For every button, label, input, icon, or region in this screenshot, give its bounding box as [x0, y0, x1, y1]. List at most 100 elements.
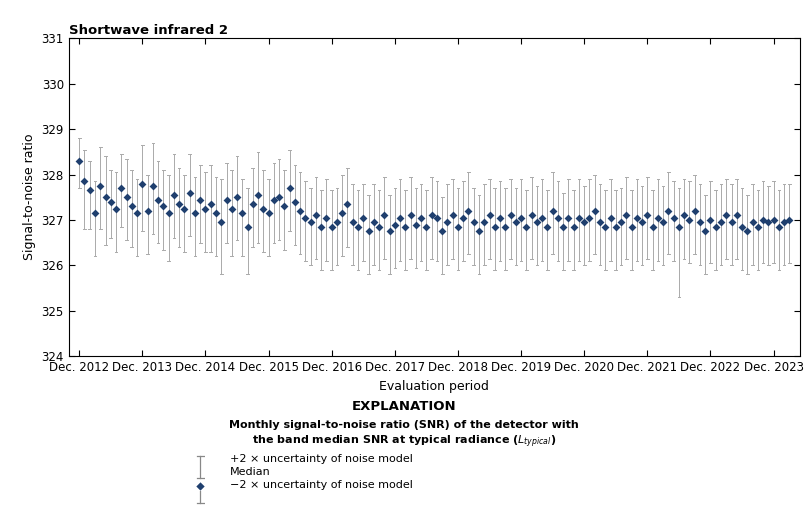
Point	[588, 207, 601, 215]
Point	[215, 218, 228, 227]
Point	[494, 214, 507, 222]
Point	[393, 214, 406, 222]
Point	[267, 195, 280, 204]
Point	[73, 157, 86, 165]
Point	[341, 200, 354, 208]
Point	[509, 218, 522, 227]
Point	[436, 227, 448, 235]
Point	[446, 211, 459, 219]
Point	[225, 205, 238, 213]
Point	[457, 214, 469, 222]
Point	[257, 205, 270, 213]
Point	[751, 223, 764, 231]
Point	[615, 218, 628, 227]
Point	[520, 223, 532, 231]
Text: Monthly signal-to-noise ratio (SNR) of the detector with: Monthly signal-to-noise ratio (SNR) of t…	[229, 420, 579, 430]
Point	[777, 218, 790, 227]
Point	[699, 227, 712, 235]
Point	[678, 211, 691, 219]
Point	[304, 218, 317, 227]
Point	[594, 218, 607, 227]
Point	[209, 209, 222, 217]
Point	[467, 218, 480, 227]
Point	[756, 216, 769, 224]
Point	[199, 205, 212, 213]
Point	[473, 227, 486, 235]
Point	[230, 193, 243, 201]
Point	[415, 214, 427, 222]
Text: Shortwave infrared 2: Shortwave infrared 2	[69, 24, 228, 37]
Point	[89, 209, 102, 217]
Point	[562, 214, 575, 222]
Point	[646, 223, 659, 231]
Point	[110, 205, 123, 213]
Point	[530, 218, 543, 227]
Point	[272, 193, 285, 201]
Point	[115, 184, 128, 192]
Point	[630, 214, 643, 222]
Point	[141, 207, 154, 215]
Point	[688, 207, 701, 215]
Point	[720, 211, 733, 219]
Point	[536, 214, 549, 222]
Point	[604, 214, 617, 222]
Point	[157, 202, 170, 210]
Point	[251, 191, 264, 199]
Point	[620, 211, 633, 219]
Point	[567, 223, 580, 231]
Point	[357, 214, 370, 222]
Point	[246, 200, 259, 208]
Point	[583, 214, 596, 222]
Point	[636, 218, 649, 227]
Point	[704, 216, 717, 224]
Point	[152, 195, 165, 204]
Point	[573, 214, 586, 222]
Point	[173, 200, 186, 208]
Point	[178, 205, 191, 213]
Point	[378, 211, 391, 219]
Point	[525, 211, 538, 219]
X-axis label: Evaluation period: Evaluation period	[380, 380, 489, 393]
Point	[330, 218, 343, 227]
Point	[320, 214, 333, 222]
Point	[410, 220, 423, 229]
Point	[478, 218, 490, 227]
Point	[389, 220, 402, 229]
Point	[299, 214, 312, 222]
Point	[609, 223, 622, 231]
Point	[452, 223, 465, 231]
Point	[746, 218, 759, 227]
Point	[283, 184, 296, 192]
Point	[730, 211, 743, 219]
Point	[483, 211, 496, 219]
Point	[94, 182, 107, 190]
Point	[709, 223, 722, 231]
Point	[499, 223, 511, 231]
Point	[120, 193, 133, 201]
Point	[315, 223, 328, 231]
Point	[783, 216, 796, 224]
Point	[515, 214, 528, 222]
Point	[651, 214, 664, 222]
Point	[488, 223, 501, 231]
Point	[131, 209, 144, 217]
Point	[772, 223, 785, 231]
Point	[241, 223, 254, 231]
Point	[194, 482, 207, 490]
Point	[167, 191, 180, 199]
Point	[183, 189, 196, 197]
Point	[552, 214, 565, 222]
Point	[136, 180, 149, 188]
Point	[104, 197, 117, 206]
Point	[262, 209, 275, 217]
Point	[641, 211, 654, 219]
Point	[194, 195, 207, 204]
Text: Median: Median	[230, 467, 271, 477]
Point	[146, 182, 159, 190]
Point	[420, 223, 433, 231]
Point	[383, 227, 396, 235]
Point	[236, 209, 249, 217]
Point	[725, 218, 738, 227]
Point	[431, 214, 444, 222]
Point	[767, 216, 780, 224]
